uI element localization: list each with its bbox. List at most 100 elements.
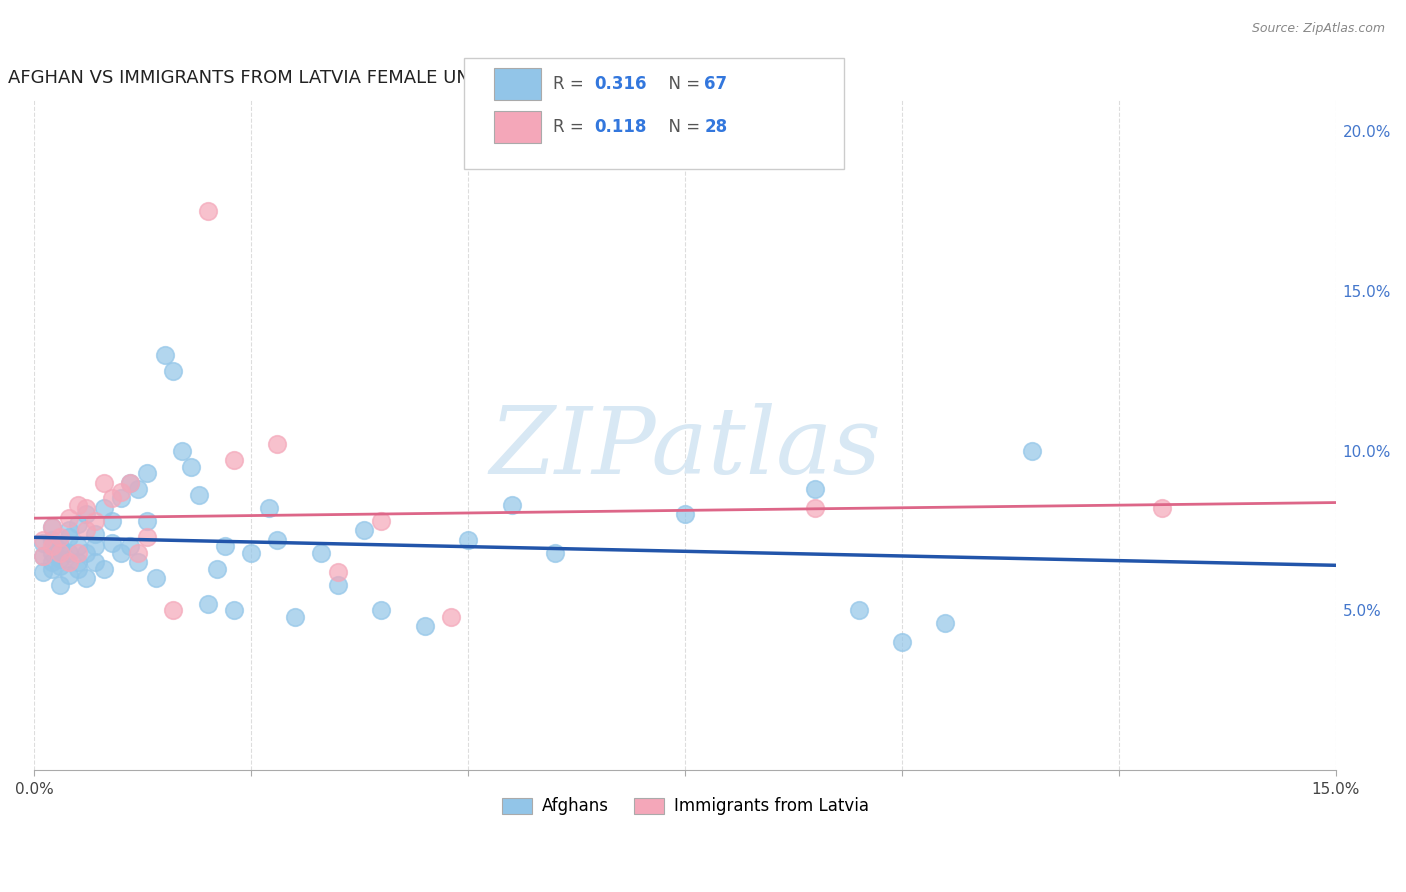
Point	[118, 475, 141, 490]
Point	[353, 524, 375, 538]
Point	[804, 501, 827, 516]
Point	[153, 348, 176, 362]
Point	[222, 453, 245, 467]
Point	[413, 619, 436, 633]
Point	[49, 552, 72, 566]
Point	[84, 555, 107, 569]
Point	[93, 501, 115, 516]
Point	[197, 204, 219, 219]
Point	[205, 562, 228, 576]
Point	[32, 549, 55, 563]
Point	[41, 546, 63, 560]
Text: R =: R =	[553, 75, 589, 93]
Point	[66, 498, 89, 512]
Point	[1152, 501, 1174, 516]
Point	[180, 459, 202, 474]
Point	[58, 546, 80, 560]
Text: 0.118: 0.118	[595, 118, 647, 136]
Point	[266, 533, 288, 547]
Point	[284, 609, 307, 624]
Legend: Afghans, Immigrants from Latvia: Afghans, Immigrants from Latvia	[495, 790, 875, 822]
Point	[66, 546, 89, 560]
Text: N =: N =	[658, 75, 706, 93]
Point	[41, 520, 63, 534]
Point	[49, 542, 72, 557]
Point	[66, 540, 89, 554]
Point	[58, 530, 80, 544]
Point	[101, 514, 124, 528]
Point	[84, 526, 107, 541]
Point	[934, 615, 956, 630]
Text: Source: ZipAtlas.com: Source: ZipAtlas.com	[1251, 22, 1385, 36]
Point	[41, 562, 63, 576]
Point	[136, 530, 159, 544]
Point	[188, 488, 211, 502]
Point	[58, 524, 80, 538]
Point	[93, 562, 115, 576]
Point	[890, 635, 912, 649]
Point	[84, 540, 107, 554]
Point	[32, 533, 55, 547]
Text: ZIPatlas: ZIPatlas	[489, 403, 882, 493]
Point	[41, 540, 63, 554]
Point	[66, 562, 89, 576]
Point	[127, 482, 149, 496]
Point	[49, 546, 72, 560]
Point	[673, 508, 696, 522]
Point	[145, 571, 167, 585]
Point	[41, 520, 63, 534]
Point	[41, 555, 63, 569]
Point	[136, 514, 159, 528]
Point	[370, 514, 392, 528]
Point	[75, 501, 97, 516]
Point	[309, 546, 332, 560]
Point	[127, 546, 149, 560]
Text: AFGHAN VS IMMIGRANTS FROM LATVIA FEMALE UNEMPLOYMENT CORRELATION CHART: AFGHAN VS IMMIGRANTS FROM LATVIA FEMALE …	[8, 69, 793, 87]
Point	[49, 540, 72, 554]
Point	[326, 578, 349, 592]
Point	[101, 491, 124, 506]
Point	[41, 533, 63, 547]
Point	[240, 546, 263, 560]
Point	[214, 540, 236, 554]
Point	[162, 603, 184, 617]
Point	[170, 443, 193, 458]
Point	[848, 603, 870, 617]
Point	[49, 530, 72, 544]
Point	[118, 475, 141, 490]
Point	[32, 549, 55, 563]
Point	[501, 498, 523, 512]
Point	[110, 546, 132, 560]
Point	[49, 578, 72, 592]
Point	[84, 514, 107, 528]
Point	[110, 491, 132, 506]
Point	[118, 540, 141, 554]
Text: 67: 67	[704, 75, 727, 93]
Point	[101, 536, 124, 550]
Point	[110, 485, 132, 500]
Point	[58, 510, 80, 524]
Point	[66, 516, 89, 531]
Point	[457, 533, 479, 547]
Point	[222, 603, 245, 617]
Point	[257, 501, 280, 516]
Text: N =: N =	[658, 118, 706, 136]
Point	[58, 568, 80, 582]
Point	[49, 558, 72, 573]
Point	[440, 609, 463, 624]
Point	[370, 603, 392, 617]
Point	[127, 555, 149, 569]
Point	[32, 536, 55, 550]
Text: R =: R =	[553, 118, 589, 136]
Point	[162, 364, 184, 378]
Text: 28: 28	[704, 118, 727, 136]
Point	[75, 508, 97, 522]
Point	[197, 597, 219, 611]
Point	[93, 475, 115, 490]
Point	[136, 466, 159, 480]
Point	[32, 565, 55, 579]
Point	[1021, 443, 1043, 458]
Point	[326, 565, 349, 579]
Point	[75, 571, 97, 585]
Point	[544, 546, 567, 560]
